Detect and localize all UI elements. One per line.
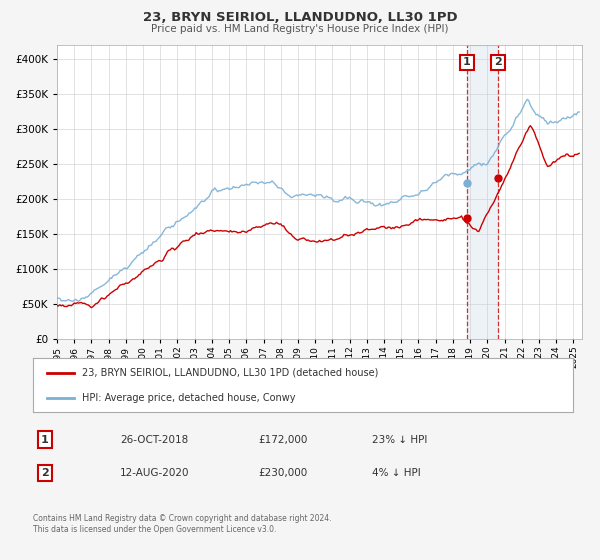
Text: 1: 1	[41, 435, 49, 445]
Bar	[467, 45, 498, 339]
Text: 4% ↓ HPI: 4% ↓ HPI	[372, 468, 421, 478]
Text: 12-AUG-2020: 12-AUG-2020	[120, 468, 190, 478]
Text: 2: 2	[41, 468, 49, 478]
Text: HPI: Average price, detached house, Conwy: HPI: Average price, detached house, Conw…	[82, 393, 295, 403]
Text: 23, BRYN SEIRIOL, LLANDUDNO, LL30 1PD: 23, BRYN SEIRIOL, LLANDUDNO, LL30 1PD	[143, 11, 457, 24]
Text: £172,000: £172,000	[258, 435, 307, 445]
Text: 23, BRYN SEIRIOL, LLANDUDNO, LL30 1PD (detached house): 23, BRYN SEIRIOL, LLANDUDNO, LL30 1PD (d…	[82, 368, 378, 378]
Text: £230,000: £230,000	[258, 468, 307, 478]
Text: 26-OCT-2018: 26-OCT-2018	[120, 435, 188, 445]
Text: This data is licensed under the Open Government Licence v3.0.: This data is licensed under the Open Gov…	[33, 525, 277, 534]
Text: 2: 2	[494, 57, 502, 67]
Text: Price paid vs. HM Land Registry's House Price Index (HPI): Price paid vs. HM Land Registry's House …	[151, 24, 449, 34]
Text: Contains HM Land Registry data © Crown copyright and database right 2024.: Contains HM Land Registry data © Crown c…	[33, 514, 331, 523]
Text: 1: 1	[463, 57, 471, 67]
Text: 23% ↓ HPI: 23% ↓ HPI	[372, 435, 427, 445]
